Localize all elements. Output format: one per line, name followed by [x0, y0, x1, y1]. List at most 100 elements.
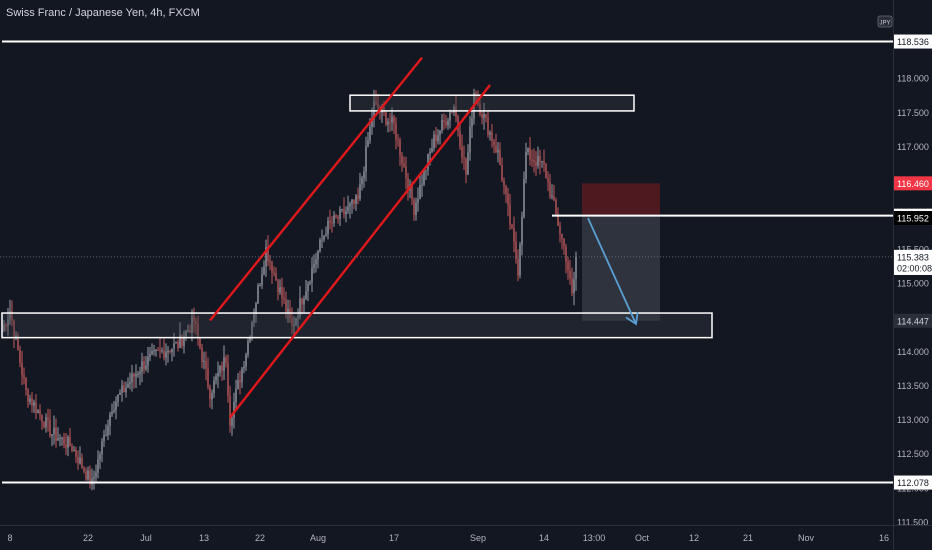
candle-body	[459, 130, 461, 147]
candle-body	[281, 287, 283, 298]
candle-body	[441, 120, 443, 131]
candle-body	[457, 116, 459, 131]
y-tick-label: 113.500	[897, 381, 929, 391]
channel-upper[interactable]	[209, 56, 423, 322]
candle-body	[81, 457, 83, 468]
y-tick-label: 115.500	[897, 244, 929, 254]
candle-body	[423, 170, 425, 185]
candle-body	[475, 93, 477, 102]
candle-body	[403, 163, 405, 167]
candle-body	[161, 350, 163, 352]
candle-body	[115, 401, 117, 410]
candle-body	[241, 368, 243, 383]
candle-body	[481, 114, 483, 118]
candle-body	[249, 337, 251, 342]
top-rectangle[interactable]	[349, 94, 635, 112]
candle-body	[331, 222, 333, 224]
candle-body	[439, 130, 441, 136]
channel-lower[interactable]	[229, 84, 491, 419]
x-tick-label: Sep	[470, 533, 486, 543]
candle-body	[149, 354, 151, 357]
x-tick-label: Oct	[635, 533, 650, 543]
candle-body	[557, 213, 559, 226]
candle-body	[419, 185, 421, 199]
price-badge[interactable]	[894, 176, 932, 191]
candle-body	[385, 112, 387, 125]
stop-loss-zone[interactable]	[582, 183, 660, 216]
candle-body	[565, 246, 567, 262]
price-badge[interactable]	[894, 249, 932, 264]
x-tick-label: 22	[255, 533, 265, 543]
price-label: 112.078	[897, 478, 929, 488]
candle-body	[329, 220, 331, 223]
time-axis[interactable]: 8 22 Jul 13 22 Aug 17 Sep 14 13:00 Oct 12 21 Nov 16	[0, 525, 932, 544]
price-badge[interactable]	[894, 210, 932, 225]
candle-body	[517, 259, 519, 276]
candle-body	[255, 303, 257, 315]
candle-body	[493, 141, 495, 146]
candle-body	[45, 417, 47, 428]
candle-body	[107, 425, 109, 435]
candle-body	[561, 233, 563, 239]
candle-body	[253, 314, 255, 323]
price-axis[interactable]: 112.000112.500113.000113.500114.000114.5…	[893, 0, 932, 550]
candle-body	[51, 434, 53, 436]
candle-body	[17, 335, 19, 350]
candle-body	[361, 178, 363, 185]
candle-body	[95, 472, 97, 478]
candle-body	[387, 121, 389, 125]
candle-body	[327, 220, 329, 235]
candle-body	[429, 151, 431, 154]
candle-body	[425, 169, 427, 171]
candle-body	[279, 287, 281, 293]
price-badge[interactable]	[894, 313, 932, 328]
price-label: 115.383	[897, 252, 929, 262]
candle-body	[201, 347, 203, 363]
candle-body	[251, 322, 253, 338]
candle-body	[395, 123, 397, 140]
y-tick-label: 113.000	[897, 415, 929, 425]
candle-body	[203, 360, 205, 363]
candle-body	[551, 196, 553, 198]
candle-body	[303, 298, 305, 305]
price-badge[interactable]	[894, 475, 932, 490]
candle-body	[421, 184, 423, 186]
candle-body	[489, 132, 491, 135]
candle-body	[407, 177, 409, 191]
candle-body	[15, 335, 17, 338]
candle-body	[89, 470, 91, 485]
candle-body	[483, 113, 485, 118]
candle-body	[159, 350, 161, 352]
candle-body	[427, 153, 429, 170]
candle-body	[521, 216, 523, 245]
x-tick-label: 12	[689, 533, 699, 543]
candle-body	[219, 365, 221, 373]
candle-body	[311, 267, 313, 283]
candle-body	[167, 350, 169, 353]
candle-body	[139, 371, 141, 374]
candle-body	[235, 388, 237, 402]
support-rectangle[interactable]	[1, 312, 713, 339]
candle-body	[13, 320, 15, 338]
x-tick-label: 14	[539, 533, 549, 543]
price-badge[interactable]	[894, 34, 932, 49]
price-badge[interactable]	[894, 260, 932, 275]
price-label: 114.447	[897, 316, 929, 326]
candle-body	[287, 308, 289, 312]
x-tick-label: 22	[83, 533, 93, 543]
candle-body	[11, 311, 13, 321]
candle-body	[97, 459, 99, 473]
candle-body	[71, 446, 73, 451]
candle-body	[183, 337, 185, 346]
candle-body	[573, 279, 575, 294]
candle-body	[199, 337, 201, 348]
candle-body	[155, 349, 157, 351]
candle-body	[209, 386, 211, 400]
forecast-arrow[interactable]	[587, 217, 637, 325]
candle-body	[53, 427, 55, 435]
candle-body	[347, 206, 349, 212]
candle-body	[113, 409, 115, 413]
